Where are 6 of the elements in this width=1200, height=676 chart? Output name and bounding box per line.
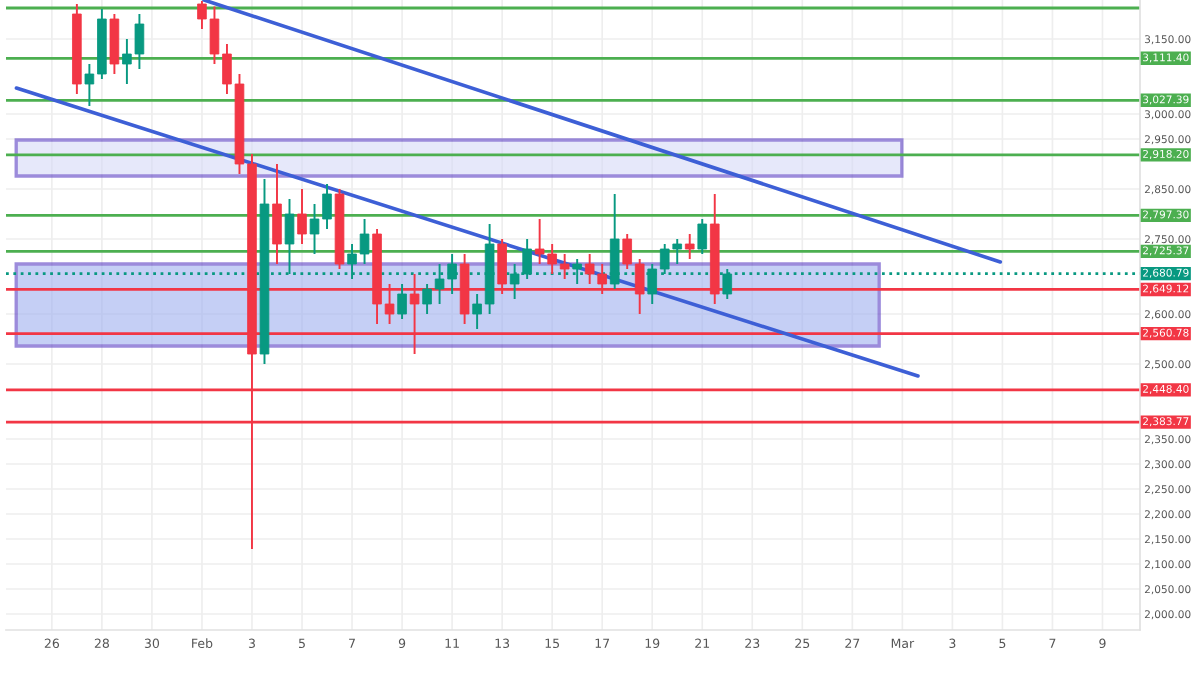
candlestick [697, 218, 708, 255]
candlestick [684, 233, 695, 260]
candlestick [297, 188, 307, 245]
candlestick [397, 283, 407, 320]
candlestick [609, 193, 620, 290]
candlestick [272, 163, 282, 265]
